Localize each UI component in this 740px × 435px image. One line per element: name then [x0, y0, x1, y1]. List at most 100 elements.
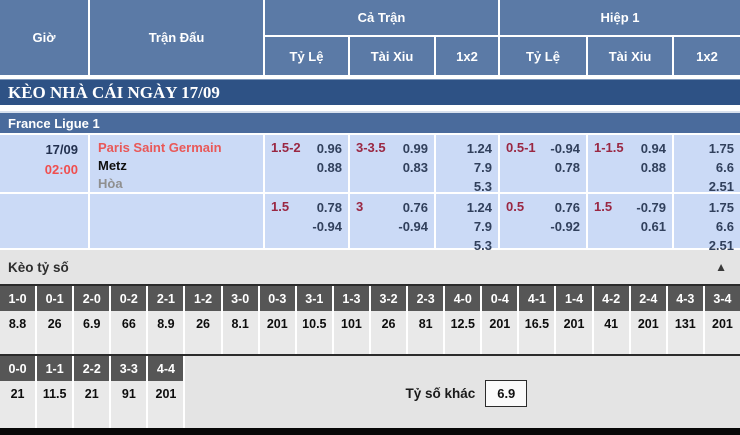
score-odds-option[interactable]: 3-4 201 [704, 286, 740, 354]
score-odds-value: 8.9 [157, 316, 175, 331]
score-odds-option[interactable]: 2-3 81 [408, 286, 444, 354]
score-odds-option[interactable]: 3-3 91 [111, 356, 147, 428]
half-overunder-cell[interactable]: 1.5 -0.79 0.61 [588, 194, 672, 248]
score-odds-option[interactable]: 3-2 26 [370, 286, 407, 354]
other-score-odds-box[interactable]: 6.9 [485, 380, 528, 407]
header-full-1x2: 1x2 [436, 37, 498, 75]
away-team: Metz [98, 158, 127, 174]
score-label: 2-1 [148, 286, 184, 311]
score-cell-filler [668, 336, 703, 354]
odds-value: 0.96 [316, 141, 342, 156]
score-odds-option[interactable]: 2-0 6.9 [74, 286, 110, 354]
score-odds-option[interactable]: 4-4 201 [148, 356, 184, 428]
score-odds-value: 201 [637, 316, 659, 331]
score-label: 4-0 [445, 286, 481, 311]
full-overunder-cell[interactable]: 3 0.76 -0.94 [350, 194, 434, 248]
odds-value: 0.88 [640, 159, 666, 175]
overunder-odds: 0.99 0.83 [403, 140, 428, 192]
half-1x2-cell[interactable]: 1.75 6.6 2.51 [674, 135, 740, 194]
score-cell-filler [297, 336, 332, 354]
odds-value: 2.51 [708, 178, 734, 194]
odds-value: 6.6 [715, 159, 734, 175]
full-1x2-cell[interactable]: 1.24 7.9 5.3 [436, 135, 498, 194]
score-label: 0-0 [0, 356, 36, 381]
score-odds-option[interactable]: 0-3 201 [259, 286, 295, 354]
score-odds-value: 10.5 [302, 316, 327, 331]
score-odds-option[interactable]: 0-1 26 [37, 286, 73, 354]
score-section-title: Kèo tỷ số [8, 259, 69, 275]
score-odds-value: 16.5 [524, 316, 550, 331]
header-full-overunder: Tài Xiu [350, 37, 434, 75]
header-match-column: Trận Đấu [90, 0, 263, 75]
league-bar: France Ligue 1 [0, 111, 740, 133]
score-odds-option[interactable]: 1-4 201 [556, 286, 592, 354]
score-odds-option[interactable]: 0-0 21 [0, 356, 36, 428]
score-cell-filler [371, 336, 406, 354]
score-odds-option[interactable]: 1-2 26 [185, 286, 221, 354]
score-odds-value: 6.9 [83, 316, 101, 331]
full-overunder-cell[interactable]: 3-3.5 0.99 0.83 [350, 135, 434, 192]
half-overunder-cell[interactable]: 1-1.5 0.94 0.88 [588, 135, 672, 192]
score-cell-filler [631, 336, 666, 354]
score-odds-option[interactable]: 1-3 101 [333, 286, 369, 354]
handicap-odds: -0.94 0.78 [550, 140, 580, 192]
header-half-1x2: 1x2 [674, 37, 740, 75]
score-odds-option[interactable]: 2-4 201 [630, 286, 666, 354]
other-score-area: Tỷ số khác 6.9 [185, 356, 740, 428]
overunder-line: 1.5 [594, 199, 613, 214]
half-handicap-cell[interactable]: 0.5 0.76 -0.92 [500, 194, 586, 248]
header-half-overunder: Tài Xiu [588, 37, 672, 75]
odds-value: -0.94 [398, 218, 428, 234]
score-odds-option[interactable]: 4-2 41 [593, 286, 629, 354]
handicap-line: 1.5 [271, 199, 290, 214]
score-label: 0-1 [37, 286, 73, 311]
half-1x2-cell[interactable]: 1.75 6.6 2.51 [674, 194, 740, 253]
score-odds-option[interactable]: 0-4 201 [482, 286, 518, 354]
score-cell-filler [37, 336, 72, 354]
score-cell-filler [37, 406, 72, 428]
header-full-handicap: Tỷ Lệ [265, 37, 348, 75]
correct-score-section: Kèo tỷ số ▲ 1-0 8.8 0-1 26 2-0 6.9 0-2 [0, 250, 740, 428]
score-odds-value: 8.8 [8, 316, 27, 331]
score-cell-filler [0, 336, 35, 354]
score-label: 3-1 [296, 286, 332, 311]
header-first-half-group: Hiệp 1 [500, 0, 740, 35]
score-odds-value: 201 [712, 316, 733, 331]
score-odds-option[interactable]: 0-2 66 [111, 286, 147, 354]
score-label: 0-4 [482, 286, 518, 311]
score-odds-option[interactable]: 2-2 21 [74, 356, 110, 428]
full-1x2-cell[interactable]: 1.24 7.9 5.3 [436, 194, 498, 253]
score-odds-value: 26 [196, 316, 210, 331]
odds-value: 5.3 [473, 178, 492, 194]
score-label: 2-0 [74, 286, 110, 311]
half-handicap-cell[interactable]: 0.5-1 -0.94 0.78 [500, 135, 586, 192]
score-label: 4-4 [148, 356, 184, 381]
full-handicap-cell[interactable]: 1.5-2 0.96 0.88 [265, 135, 348, 192]
odds-value: 0.78 [554, 159, 580, 175]
full-handicap-cell[interactable]: 1.5 0.78 -0.94 [265, 194, 348, 248]
odds-value: 0.78 [316, 200, 342, 215]
score-odds-option[interactable]: 3-0 8.1 [222, 286, 258, 354]
score-odds-value: 21 [10, 386, 25, 401]
odds-value: 6.6 [715, 218, 734, 234]
score-label: 4-3 [667, 286, 703, 311]
score-odds-option[interactable]: 1-1 11.5 [37, 356, 73, 428]
collapse-arrow-icon[interactable]: ▲ [715, 260, 727, 274]
score-odds-option[interactable]: 2-1 8.9 [148, 286, 184, 354]
overunder-odds: -0.79 0.61 [636, 199, 666, 248]
score-cell-filler [556, 336, 591, 354]
score-odds-option[interactable]: 3-1 10.5 [296, 286, 332, 354]
score-odds-value: 201 [489, 316, 511, 331]
score-label: 4-1 [519, 286, 555, 311]
score-odds-option[interactable]: 1-0 8.8 [0, 286, 36, 354]
handicap-odds: 0.76 -0.92 [550, 199, 580, 248]
match-teams-cell[interactable]: Paris Saint Germain Metz Hòa [90, 135, 263, 192]
score-odds-option[interactable]: 4-1 16.5 [519, 286, 555, 354]
score-odds-option[interactable]: 4-3 131 [667, 286, 703, 354]
header-half-handicap: Tỷ Lệ [500, 37, 586, 75]
overunder-line: 3-3.5 [356, 140, 386, 155]
score-label: 1-4 [556, 286, 592, 311]
match-odds-rows: 17/09 02:00 Paris Saint Germain Metz Hòa… [0, 135, 740, 253]
score-odds-option[interactable]: 4-0 12.5 [445, 286, 481, 354]
match-time: 02:00 [44, 161, 78, 177]
